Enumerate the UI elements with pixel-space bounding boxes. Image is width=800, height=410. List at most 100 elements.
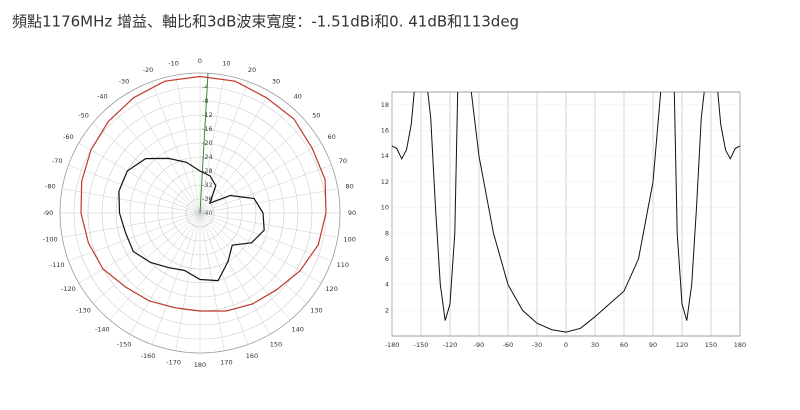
r-tick-label: -32 [202, 181, 213, 189]
grid-spoke [68, 212, 201, 262]
y-tick-label: 12 [381, 178, 389, 186]
angle-tick-label: -170 [166, 359, 181, 367]
x-tick-label: -30 [532, 341, 543, 349]
angle-tick-label: -30 [119, 77, 130, 85]
x-tick-label: 120 [676, 341, 688, 349]
x-tick-label: 60 [620, 341, 628, 349]
y-tick-label: 16 [381, 127, 389, 135]
grid-spoke [199, 91, 271, 214]
grid-spoke [129, 212, 201, 335]
data-line [391, 91, 741, 333]
r-tick-label: -4 [202, 83, 208, 91]
angle-tick-label: 0 [198, 57, 202, 65]
angle-tick-label: -140 [95, 325, 110, 333]
x-tick-label: -120 [443, 341, 458, 349]
grid-spoke [199, 212, 291, 321]
angle-tick-label: 80 [346, 183, 354, 191]
angle-tick-label: -70 [52, 157, 63, 165]
angle-tick-label: 150 [270, 341, 282, 349]
angle-tick-label: 160 [246, 352, 258, 360]
grid-spoke [68, 164, 201, 214]
x-tick-label: -180 [385, 341, 400, 349]
angle-tick-label: 30 [272, 77, 280, 85]
angle-tick-label: 100 [343, 235, 355, 243]
y-tick-label: 18 [381, 101, 389, 109]
y-tick-label: 2 [385, 306, 389, 314]
r-tick-label: -36 [202, 195, 213, 203]
grid-spoke [109, 212, 201, 321]
r-tick-label: -12 [202, 111, 213, 119]
grid-spoke [175, 75, 201, 214]
angle-tick-label: 180 [194, 361, 206, 369]
grid-spoke [199, 81, 249, 214]
grid-spoke [78, 212, 201, 284]
r-tick-label: -24 [202, 153, 213, 161]
angle-tick-label: 50 [312, 111, 320, 119]
angle-tick-label: 90 [348, 209, 356, 217]
y-tick-label: 10 [381, 204, 389, 212]
axis-marker [199, 72, 209, 214]
y-tick-label: 4 [385, 281, 389, 289]
grid-spoke [129, 91, 201, 214]
r-tick-label: -16 [202, 125, 213, 133]
grid-spoke [151, 81, 201, 214]
page-title: 頻點1176MHz 增益、軸比和3dB波束寬度：-1.51dBi和0. 41dB… [12, 13, 519, 31]
grid-spoke [199, 212, 322, 284]
grid-spoke [199, 188, 338, 214]
angle-tick-label: 110 [337, 261, 349, 269]
x-tick-label: 90 [649, 341, 657, 349]
grid-spoke [92, 212, 201, 304]
x-tick-label: 0 [564, 341, 568, 349]
x-tick-label: 180 [734, 341, 746, 349]
angle-tick-label: 130 [310, 307, 322, 315]
angle-tick-label: -160 [141, 352, 156, 360]
grid-spoke [175, 212, 201, 351]
grid-spoke [109, 105, 201, 214]
angle-tick-label: -110 [50, 261, 65, 269]
angle-tick-label: 60 [327, 133, 335, 141]
angle-tick-label: -10 [168, 59, 179, 67]
angle-tick-label: 170 [220, 359, 232, 367]
angle-tick-label: -90 [43, 209, 54, 217]
grid-spoke [62, 188, 201, 214]
grid-spoke [199, 212, 332, 262]
grid-spoke [199, 212, 249, 345]
angle-tick-label: 20 [248, 66, 256, 74]
x-tick-label: 30 [591, 341, 599, 349]
y-tick-label: 14 [381, 152, 389, 160]
grid-spoke [199, 75, 225, 214]
grid-spoke [151, 212, 201, 345]
r-tick-label: -20 [202, 139, 213, 147]
grid-spoke [92, 122, 201, 214]
x-tick-label: -150 [414, 341, 429, 349]
x-tick-label: -90 [474, 341, 485, 349]
r-tick-label: -8 [202, 97, 208, 105]
polar-line [80, 75, 327, 312]
grid-spoke [199, 142, 322, 214]
y-tick-label: 6 [385, 255, 389, 263]
angle-tick-label: 10 [222, 59, 230, 67]
angle-tick-label: -100 [43, 235, 58, 243]
angle-tick-label: 40 [294, 93, 302, 101]
grid-spoke [199, 212, 271, 335]
x-tick-label: -60 [503, 341, 514, 349]
angle-tick-label: -130 [76, 307, 91, 315]
grid-spoke [199, 212, 308, 304]
grid-spoke [199, 105, 291, 214]
angle-tick-label: 70 [339, 157, 347, 165]
x-tick-label: 150 [705, 341, 717, 349]
angle-tick-label: -40 [97, 93, 108, 101]
y-tick-label: 8 [385, 229, 389, 237]
angle-tick-label: -150 [117, 341, 132, 349]
angle-tick-label: -20 [143, 66, 154, 74]
angle-tick-label: 140 [291, 325, 303, 333]
grid-spoke [78, 142, 201, 214]
grid-spoke [199, 212, 338, 238]
angle-tick-label: -60 [63, 133, 74, 141]
angle-tick-label: -80 [45, 183, 56, 191]
grid-spoke [62, 212, 201, 238]
angle-tick-label: -50 [78, 111, 89, 119]
grid-spoke [199, 122, 308, 214]
angle-tick-label: -120 [61, 285, 76, 293]
